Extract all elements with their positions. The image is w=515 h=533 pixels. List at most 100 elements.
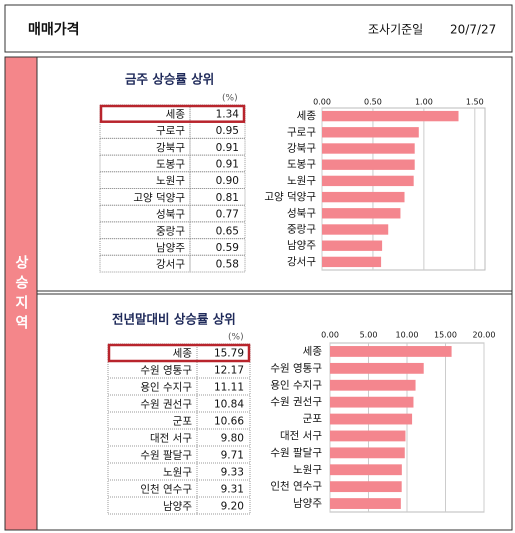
y-tick-label: 대전 서구 xyxy=(280,430,322,442)
table-value: 0.91 xyxy=(216,142,239,154)
table-category: 도봉구 xyxy=(156,158,185,170)
table-cell xyxy=(196,496,251,515)
table-category: 세종 xyxy=(166,108,186,120)
table-category: 남양주 xyxy=(156,242,185,254)
table-category: 구로구 xyxy=(156,125,185,137)
table-category: 강북구 xyxy=(156,142,185,154)
y-tick-label: 남양주 xyxy=(293,498,322,510)
table-category: 강서구 xyxy=(156,259,185,271)
y-tick-label: 중랑구 xyxy=(287,224,316,236)
table-cell xyxy=(99,171,191,190)
bar xyxy=(322,127,419,138)
x-tick-label: 0.50 xyxy=(364,98,382,107)
bar xyxy=(330,447,405,459)
unit-label: (%) xyxy=(228,333,244,343)
table-value: 9.31 xyxy=(221,484,244,496)
x-tick-label: 20.00 xyxy=(473,331,496,340)
bar xyxy=(322,159,415,170)
bar xyxy=(322,175,414,187)
chart-title: 전년말대비 상승률 상위 xyxy=(112,312,236,327)
bar xyxy=(330,346,452,357)
table-category: 용인 수지구 xyxy=(140,382,192,394)
x-tick-label: 1.00 xyxy=(415,98,433,107)
y-tick-label: 수원 팔달구 xyxy=(270,447,322,459)
table-category: 대전 서구 xyxy=(150,433,192,445)
bar xyxy=(330,362,424,374)
date: 20/7/27 xyxy=(450,23,496,37)
table-value: 0.59 xyxy=(216,242,239,254)
y-tick-label: 노원구 xyxy=(293,464,322,476)
table-category: 노원구 xyxy=(156,175,185,187)
y-tick-label: 세종 xyxy=(297,110,317,122)
table-value: 10.84 xyxy=(214,399,244,411)
table-value: 9.33 xyxy=(221,467,244,479)
y-tick-label: 군포 xyxy=(303,413,323,425)
table-cell xyxy=(107,496,198,515)
table-value: 1.34 xyxy=(216,108,240,120)
unit-label: (%) xyxy=(222,94,238,104)
table-category: 세종 xyxy=(173,348,193,360)
bar xyxy=(322,143,415,154)
x-tick-label: 0.00 xyxy=(313,98,331,107)
table-category: 수원 영통구 xyxy=(140,365,192,377)
bar xyxy=(322,256,382,268)
y-tick-label: 용인 수지구 xyxy=(270,379,322,391)
table-value: 0.58 xyxy=(216,259,239,271)
table-cell xyxy=(99,221,191,240)
bar xyxy=(330,396,414,408)
y-tick-label: 강서구 xyxy=(287,256,316,268)
y-tick-label: 고양 덕양구 xyxy=(264,191,316,203)
table-value: 0.81 xyxy=(216,192,239,204)
table-category: 인천 연수구 xyxy=(140,484,192,496)
side-column xyxy=(4,56,38,531)
table-category: 고양 덕양구 xyxy=(133,192,185,204)
date-label: 조사기준일 xyxy=(368,23,423,37)
table-value: 0.65 xyxy=(216,225,239,237)
table-category: 남양주 xyxy=(163,501,192,513)
table-category: 수원 권선구 xyxy=(140,399,192,411)
y-tick-label: 도봉구 xyxy=(287,159,316,171)
bar xyxy=(322,191,405,203)
table-value: 0.91 xyxy=(216,158,239,170)
bar xyxy=(330,498,401,509)
header-box xyxy=(4,4,513,53)
y-tick-label: 성북구 xyxy=(287,207,316,219)
y-tick-label: 인천 연수구 xyxy=(270,481,322,493)
table-category: 수원 팔달구 xyxy=(140,450,192,462)
table-value: 11.11 xyxy=(214,382,244,394)
header-title: 매매가격 xyxy=(28,21,80,38)
bar xyxy=(330,430,406,442)
table-value: 12.17 xyxy=(214,365,244,377)
table-cell xyxy=(99,238,191,256)
y-tick-label: 강북구 xyxy=(287,143,316,155)
table-category: 중랑구 xyxy=(156,225,185,237)
table-category: 군포 xyxy=(173,416,193,428)
table-category: 노원구 xyxy=(163,467,192,479)
table-category: 성북구 xyxy=(156,209,185,221)
y-tick-label: 수원 권선구 xyxy=(270,396,322,408)
table-value: 9.80 xyxy=(221,433,244,445)
chart-title: 금주 상승률 상위 xyxy=(125,72,214,87)
y-tick-label: 남양주 xyxy=(287,240,316,252)
y-tick-label: 수원 영통구 xyxy=(270,362,322,374)
highlight-box xyxy=(99,104,246,123)
x-tick-label: 5.00 xyxy=(360,331,378,340)
table-value: 0.90 xyxy=(216,175,239,187)
y-tick-label: 노원구 xyxy=(287,175,316,187)
table-value: 9.71 xyxy=(221,450,244,462)
x-tick-label: 0.00 xyxy=(321,331,339,340)
bar xyxy=(322,110,459,122)
table-cell xyxy=(99,154,191,173)
bar xyxy=(330,481,402,493)
x-tick-label: 15.00 xyxy=(434,331,457,340)
table-cell xyxy=(99,204,191,223)
bar xyxy=(330,413,413,425)
table-value: 9.20 xyxy=(221,501,244,513)
table-cell xyxy=(99,137,191,156)
y-tick-label: 구로구 xyxy=(287,126,316,138)
table-value: 15.79 xyxy=(214,348,244,360)
table-value: 0.77 xyxy=(216,209,239,221)
bar xyxy=(322,208,401,219)
